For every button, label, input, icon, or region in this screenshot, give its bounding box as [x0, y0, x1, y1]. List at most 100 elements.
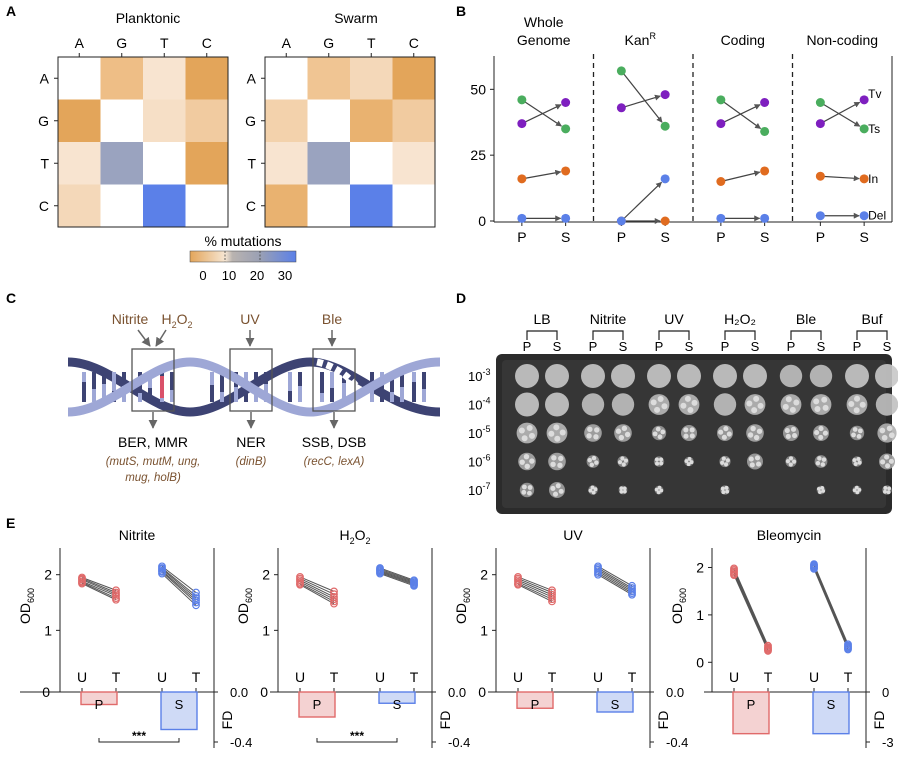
panel-e-x-tick-label: U [513, 669, 523, 685]
heatmap-col-label: T [367, 35, 376, 51]
bacterial-colony [886, 425, 893, 432]
panel-e-x-tick-label: U [295, 669, 305, 685]
bacterial-colony [659, 488, 664, 493]
panel-b-series-label: In [868, 172, 878, 186]
panel-e-pair-line [81, 580, 117, 597]
panel-c-dna-damage-schematic: Nitrite H2O2 UV Ble BER, MMR (mutS, mutM… [67, 311, 441, 484]
heatmap-row-label: T [40, 155, 49, 171]
bacterial-colony [818, 426, 824, 432]
bacterial-colony [654, 487, 659, 492]
bacterial-colony [822, 430, 828, 436]
bacterial-colony [558, 455, 564, 462]
panel-e-point-untreated [296, 580, 304, 589]
panel-b-point-in [859, 174, 869, 184]
bacterial-colony [753, 434, 760, 441]
panel-e-pair-line [161, 571, 197, 603]
heatmap-cell [392, 57, 435, 100]
panel-b-change-arrow [620, 70, 663, 123]
bacterial-colony [718, 429, 724, 435]
panel-e-x-tick-label: T [330, 669, 339, 685]
panel-b-x-tick-label: P [716, 229, 725, 245]
bacterial-spot [678, 394, 700, 415]
heatmap-cell [100, 184, 143, 227]
panel-e-zero-label: 0 [260, 684, 268, 700]
spot-sub-label: S [553, 339, 562, 354]
spot-condition-bracket [658, 330, 690, 340]
spot-sub-label: P [721, 339, 730, 354]
panel-e-pair-line [597, 569, 633, 591]
panel-b-point-tv [716, 119, 726, 129]
panel-e-point-treated [330, 587, 338, 596]
bacterial-spot [713, 393, 737, 416]
panel-e-x-tick-label: T [764, 669, 773, 685]
panel-e-point-treated [548, 593, 556, 601]
panel-b-change-arrow [621, 94, 661, 109]
bacterial-colony [655, 426, 661, 432]
repair-genes-ner: (dinB) [236, 456, 267, 468]
panel-b-x-tick-label: S [561, 229, 570, 245]
panel-e-pair-line [81, 577, 117, 591]
panel-e-fd-bar-p [298, 691, 336, 718]
bacterial-colony [853, 407, 860, 414]
stress-label-ble: Ble [322, 311, 342, 327]
bacterial-colony [593, 487, 598, 492]
panel-e-pair-line [161, 570, 197, 601]
panel-e-pair-line [299, 584, 335, 605]
bacterial-colony [587, 457, 592, 463]
panel-e-fd-tick-label: 0.0 [666, 685, 684, 700]
panel-e-title-h2o2: H2O2 [339, 527, 370, 546]
panel-e-pair-line [379, 570, 415, 585]
spot-condition-label: H₂O₂ [724, 311, 756, 327]
dilution-label: 10-6 [468, 453, 490, 470]
panel-e-pair-line [597, 572, 633, 594]
dilution-label: 10-5 [468, 424, 490, 441]
panel-e-x-tick-label: U [157, 669, 167, 685]
bacterial-colony [852, 458, 857, 463]
panel-e-pair-line [597, 565, 633, 587]
bacterial-colony [622, 486, 627, 491]
panel-b-change-arrow [820, 101, 861, 125]
panel-e-pair-line [733, 574, 769, 652]
spot-sub-label: P [589, 339, 598, 354]
panel-e-pair-line [379, 569, 415, 583]
bacterial-spot [546, 422, 568, 444]
bacterial-colony [784, 428, 790, 434]
heatmap-cell [265, 142, 308, 185]
bacterial-colony [624, 431, 631, 438]
panel-b-point-tv [517, 119, 527, 129]
bacterial-colony [879, 427, 886, 434]
panel-b-point-ts [859, 124, 869, 134]
bacterial-colony [548, 430, 555, 437]
bacterial-colony [724, 485, 729, 490]
bacterial-spot [882, 485, 892, 495]
bacterial-colony [791, 433, 798, 439]
heatmap-cell [58, 99, 101, 142]
bacterial-spot [647, 364, 671, 388]
panel-e-y-tick-label: 0 [696, 654, 704, 670]
bacterial-colony [818, 490, 822, 495]
bacterial-colony [523, 453, 530, 460]
panel-b-group-title: Whole [524, 14, 564, 30]
panel-e-pair-line [379, 567, 415, 581]
panel-e-point-treated [628, 590, 636, 599]
heatmap-cell [265, 99, 308, 142]
bacterial-colony [853, 462, 858, 467]
panel-e-pair-line [299, 581, 335, 600]
repair-pathway-ssb-dsb: SSB, DSB [302, 434, 367, 450]
panel-e-point-treated [628, 581, 636, 590]
bacterial-colony [884, 454, 890, 460]
panel-b-point-del [660, 174, 670, 184]
significance-bracket [316, 738, 398, 743]
bacterial-colony [747, 432, 754, 438]
panel-e-point-treated [844, 645, 852, 654]
heatmap-col-label: G [323, 35, 334, 51]
panel-e-point-treated [330, 590, 338, 599]
panel-e-fd-label: FD [871, 711, 887, 730]
bacterial-colony [790, 426, 797, 432]
repair-genes-ber-mmr-line1: (mutS, mutM, ung, [106, 456, 201, 468]
heatmap-col-label: C [202, 35, 212, 51]
heatmap-row-label: G [38, 113, 49, 129]
panel-e-pair-line [299, 583, 335, 602]
bacterial-spot [809, 364, 833, 388]
stress-label-uv: UV [240, 311, 260, 327]
